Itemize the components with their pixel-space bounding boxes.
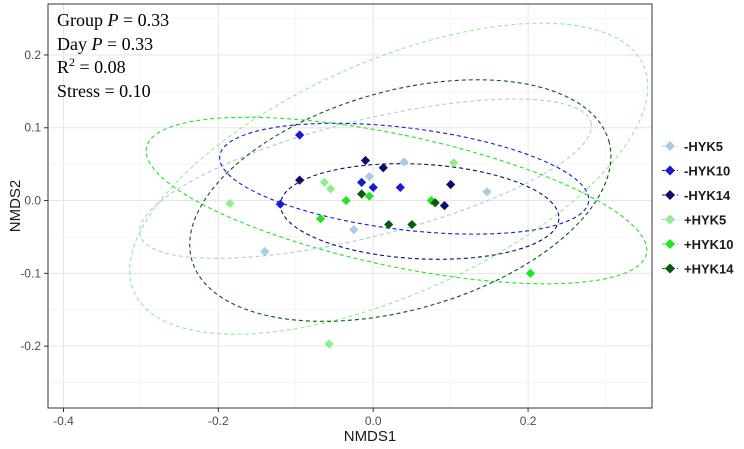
point-hyk5	[449, 158, 459, 168]
point-hyk10	[315, 214, 326, 224]
y-axis-ticks: -0.2 -0.1 0.0 0.1 0.2	[20, 48, 48, 353]
legend-label: +HYK5	[684, 213, 726, 228]
point-hyk5	[260, 246, 270, 257]
annot-stress: Stress = 0.10	[57, 81, 151, 101]
ellipse-hyk10	[219, 122, 590, 235]
point-hyk10	[395, 182, 405, 193]
y-tick-label: 0.0	[24, 194, 41, 208]
legend-key-marker	[665, 165, 675, 176]
annot-day: Day P = 0.33	[57, 34, 153, 54]
point-hyk10	[426, 195, 436, 206]
ellipse-hyk5	[139, 98, 592, 259]
data-points	[225, 130, 536, 349]
point-hyk10	[368, 182, 378, 193]
x-tick-label: -0.2	[208, 414, 229, 428]
x-axis-title: NMDS1	[344, 428, 397, 445]
legend-key-marker	[665, 190, 675, 200]
point-hyk5	[364, 171, 374, 182]
y-tick-label: -0.2	[20, 339, 41, 353]
point-hyk14	[446, 179, 456, 190]
point-hyk10	[364, 191, 374, 201]
legend-key-marker	[665, 214, 675, 225]
y-tick-label: 0.1	[24, 121, 41, 135]
legend-label: -HYK10	[684, 164, 730, 179]
point-hyk10	[357, 177, 367, 187]
point-hyk14	[378, 163, 388, 173]
point-hyk14	[295, 175, 305, 185]
point-hyk14	[439, 201, 450, 211]
x-tick-label: 0.0	[365, 414, 382, 428]
point-hyk5	[399, 157, 409, 167]
stats-annotation: Group P = 0.33 Day P = 0.33 R2 = 0.08 St…	[57, 10, 169, 101]
legend-key-marker	[665, 141, 675, 151]
legend-key-marker	[665, 239, 675, 249]
ellipse-hyk10	[145, 116, 648, 285]
y-tick-label: 0.2	[24, 48, 41, 62]
x-tick-label: 0.2	[520, 414, 537, 428]
legend: -HYK5 -HYK10 -HYK14 +HYK5 +HYK10 +HYK14	[662, 139, 734, 277]
plot-panel-border	[47, 3, 653, 409]
point-hyk10	[275, 199, 285, 209]
legend-key-marker	[665, 263, 675, 274]
point-hyk14	[430, 198, 440, 208]
point-hyk5	[319, 177, 330, 187]
ellipse-hyk14	[189, 79, 612, 322]
point-hyk14	[407, 219, 417, 230]
point-hyk10	[341, 195, 351, 206]
legend-label: +HYK10	[684, 237, 734, 252]
annot-group: Group P = 0.33	[57, 10, 169, 30]
point-hyk5	[482, 187, 492, 197]
point-hyk5	[349, 225, 359, 235]
point-hyk10	[295, 130, 305, 140]
legend-label: -HYK14	[684, 188, 731, 203]
x-axis-ticks: -0.4 -0.2 0.0 0.2	[53, 408, 537, 428]
point-hyk10	[525, 268, 536, 278]
y-axis-title: NMDS2	[7, 180, 24, 233]
legend-label: +HYK14	[684, 262, 734, 277]
point-hyk5	[225, 198, 235, 209]
point-hyk14	[384, 219, 394, 230]
y-tick-label: -0.1	[20, 266, 41, 280]
point-hyk14	[360, 155, 371, 166]
legend-label: -HYK5	[684, 139, 723, 154]
point-hyk5	[324, 339, 334, 349]
point-hyk14	[357, 189, 367, 199]
x-tick-label: -0.4	[53, 414, 74, 428]
point-hyk5	[326, 184, 336, 194]
annot-r2: R2 = 0.08	[57, 55, 126, 77]
